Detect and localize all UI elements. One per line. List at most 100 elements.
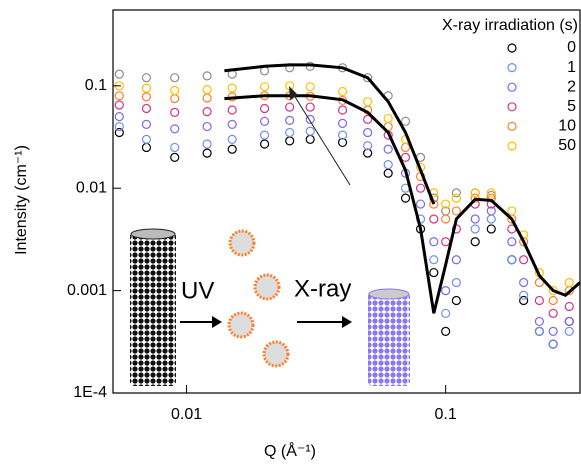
data-point	[170, 94, 180, 104]
data-point	[227, 105, 237, 115]
nanotube-top	[368, 288, 410, 300]
data-point	[451, 206, 461, 216]
data-point	[400, 193, 411, 203]
data-point	[285, 127, 295, 138]
data-point	[337, 105, 348, 115]
fit-line	[224, 94, 581, 314]
data-point	[383, 168, 393, 178]
data-point	[170, 107, 180, 117]
data-point	[400, 142, 411, 153]
data-point	[383, 113, 393, 124]
data-point	[441, 214, 451, 224]
data-point	[564, 277, 574, 288]
data-point	[259, 82, 270, 92]
data-point	[441, 237, 451, 247]
data-point	[519, 255, 529, 265]
data-point	[451, 193, 461, 203]
data-point	[227, 144, 237, 154]
annotation: X-ray	[294, 275, 351, 302]
inset-diagram: UV X-ray	[130, 228, 410, 386]
data-point	[470, 224, 480, 234]
y-axis-label: Intensity (cm⁻¹)	[13, 145, 30, 255]
data-point	[441, 326, 451, 336]
data-point	[141, 83, 152, 93]
data-point	[548, 326, 558, 336]
data-point	[429, 214, 439, 224]
x-tick-label: 0.01	[171, 406, 202, 423]
data-point	[451, 277, 461, 288]
data-point	[441, 308, 451, 318]
x-tick-label: 0.1	[435, 406, 457, 423]
axes-frame	[112, 9, 581, 394]
data-point	[519, 237, 529, 247]
y-tick-label: 0.1	[85, 77, 107, 94]
nanotube	[368, 292, 410, 386]
data-point	[470, 214, 480, 224]
x-axis-label: Q (Å⁻¹)	[264, 441, 316, 460]
data-point	[363, 141, 373, 151]
data-point	[305, 114, 315, 124]
data-point	[259, 116, 270, 126]
nanotube-top	[130, 228, 176, 240]
data-point	[170, 142, 180, 153]
legend-label: 2	[567, 78, 576, 95]
data-point	[337, 130, 348, 140]
legend-label: 10	[558, 118, 576, 135]
data-point	[363, 97, 373, 107]
data-point	[548, 308, 558, 318]
legend-label: 50	[558, 137, 576, 154]
trend-arrow	[291, 91, 351, 186]
data-point	[141, 119, 152, 129]
data-point	[227, 134, 237, 144]
data-point	[429, 237, 439, 247]
data-point	[114, 69, 124, 79]
plot-area	[114, 61, 581, 349]
legend-marker	[507, 43, 517, 53]
data-point	[451, 295, 461, 306]
data-point	[470, 237, 480, 247]
data-point	[441, 199, 451, 209]
data-point	[486, 214, 496, 224]
arrowhead	[212, 316, 222, 328]
legend-label: 1	[567, 59, 576, 76]
data-point	[534, 326, 544, 336]
legend-marker	[507, 62, 517, 73]
y-tick-label: 1E-4	[73, 384, 107, 401]
data-point	[227, 83, 237, 93]
data-point	[259, 130, 270, 140]
data-point	[564, 301, 574, 312]
data-point	[429, 267, 439, 278]
data-point	[548, 295, 558, 306]
data-point	[451, 255, 461, 265]
data-point	[383, 144, 393, 154]
data-point	[564, 326, 574, 336]
data-point	[227, 119, 237, 129]
data-point	[170, 124, 180, 134]
legend-label: 0	[567, 39, 576, 56]
legend-title: X-ray irradiation (s)	[442, 17, 578, 34]
data-point	[486, 188, 496, 198]
data-point	[507, 255, 517, 265]
data-point	[519, 277, 529, 288]
data-point	[534, 316, 544, 327]
data-point	[141, 142, 152, 153]
data-point	[170, 73, 180, 83]
data-point	[114, 127, 124, 138]
data-point	[337, 137, 348, 148]
data-point	[400, 116, 411, 126]
nanotube	[130, 232, 176, 386]
data-point	[534, 277, 544, 288]
data-point	[429, 255, 439, 265]
data-point	[114, 121, 124, 132]
data-point	[519, 290, 529, 300]
micelles	[227, 229, 290, 368]
legend-label: 5	[567, 98, 576, 115]
data-point	[564, 316, 574, 327]
data-point	[141, 134, 152, 144]
data-point	[305, 126, 315, 136]
data-point	[285, 102, 295, 112]
data-point	[114, 100, 124, 110]
legend-marker	[507, 102, 517, 112]
data-point	[507, 206, 517, 216]
